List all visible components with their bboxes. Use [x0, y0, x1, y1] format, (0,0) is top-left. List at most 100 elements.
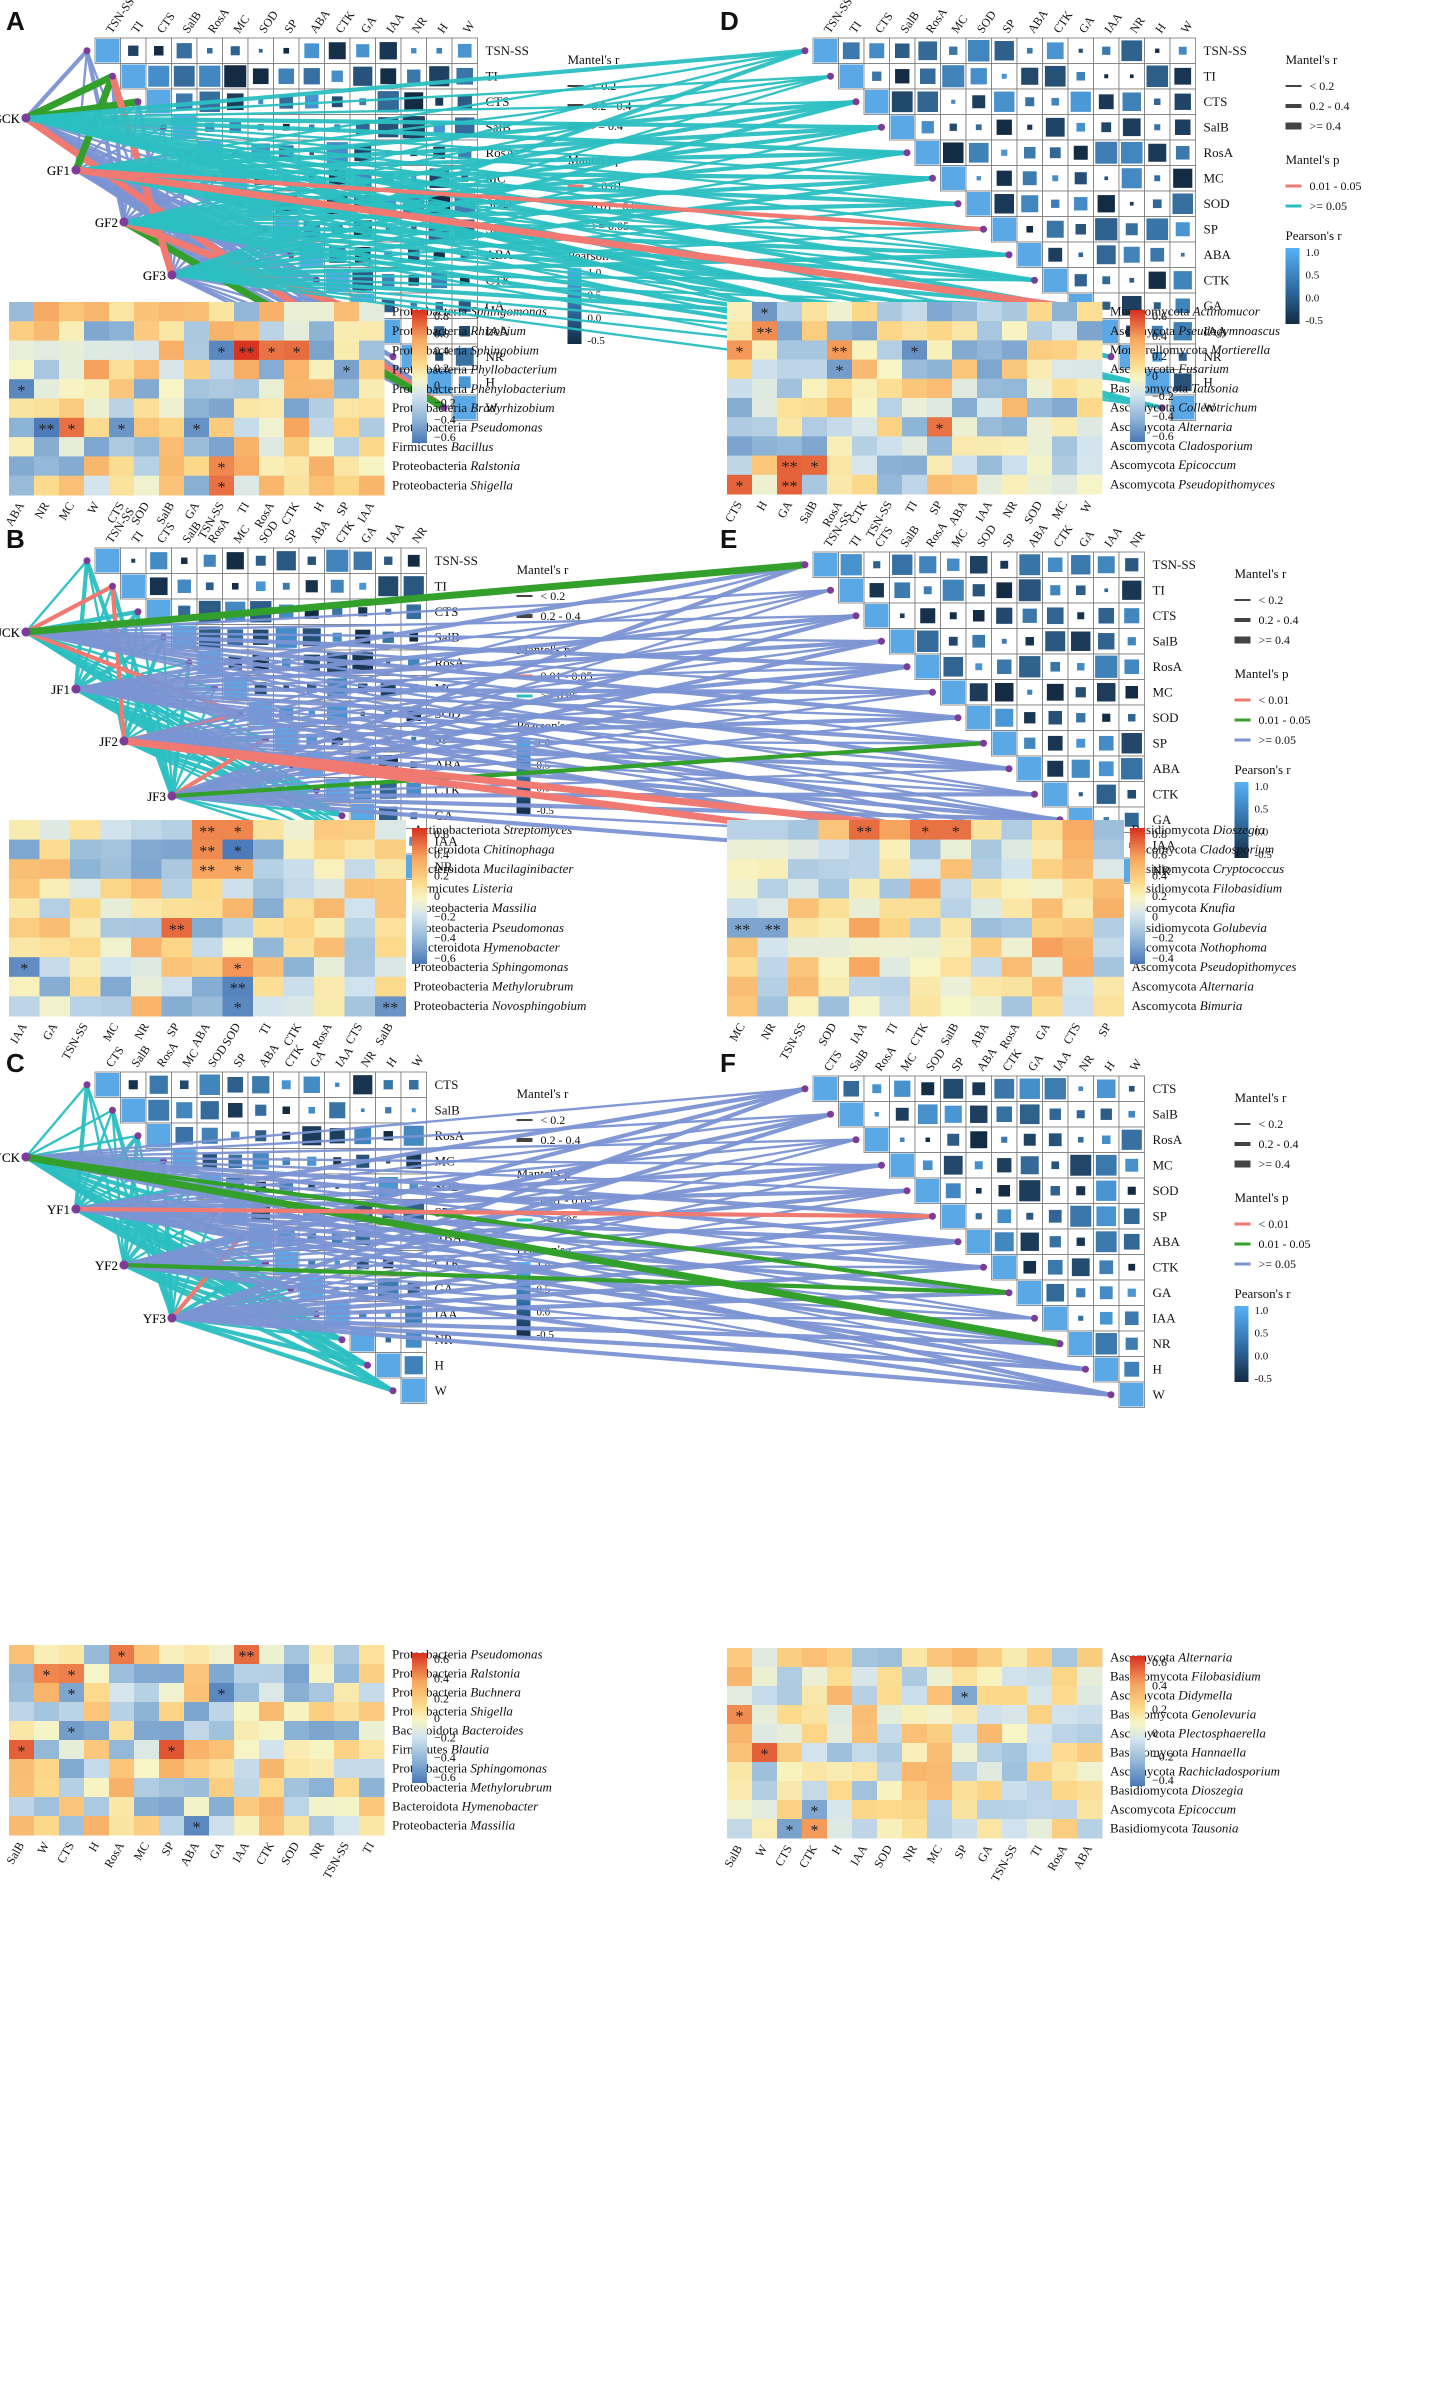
heatmap-cell: [234, 1664, 260, 1684]
heatmap-cell: [309, 340, 335, 361]
heatmap-cell: [1027, 321, 1053, 341]
correlation-square: [839, 578, 863, 602]
heatmap-cell: [1077, 398, 1103, 418]
correlation-square: [255, 555, 266, 566]
column-label: H: [1101, 1058, 1118, 1073]
heatmap-cell: [802, 340, 828, 361]
row-label: TSN-SS: [1204, 43, 1247, 58]
heatmap-cell: [109, 437, 135, 457]
heatmap-cell: [977, 1667, 1003, 1687]
correlation-square: [951, 99, 956, 104]
heatmap-cell: [334, 1759, 360, 1779]
heatmap-cell: [109, 398, 135, 419]
correlation-square: [1125, 223, 1138, 236]
mantel-edge: [123, 563, 806, 743]
variable-node: [109, 72, 116, 80]
correlation-square: [921, 121, 934, 134]
heatmap-cell: [971, 937, 1002, 958]
correlation-square: [1076, 1288, 1086, 1298]
heatmap-cell: [777, 359, 803, 380]
mantel-edge: [25, 630, 882, 643]
heatmap-cell: [877, 1667, 903, 1687]
genus-name: Shigella: [470, 1704, 513, 1719]
genus-name: Pseudogymnoascus: [1177, 323, 1280, 338]
correlation-square: [383, 1131, 393, 1141]
heatmap-cell: [727, 878, 758, 899]
genus-name: Hymenobacter: [482, 939, 560, 954]
heatmap-cell: [827, 398, 853, 418]
heatmap-cell: [971, 898, 1002, 919]
correlation-square: [1096, 1079, 1116, 1099]
heatmap-cell: [752, 1762, 778, 1782]
mantel-edge: [171, 1315, 1061, 1346]
correlation-square: [1100, 1108, 1112, 1120]
heatmap-row-label: Ascomycota Nothophoma: [1132, 939, 1268, 954]
heat-tick: 0.2: [434, 1691, 449, 1705]
correlation-square: [916, 1179, 940, 1203]
correlation-square: [1024, 712, 1036, 724]
heatmap-cell: [9, 1759, 35, 1779]
heatmap-cell: [752, 1686, 778, 1706]
mantel-r-title: Mantel's r: [517, 562, 569, 577]
variable-node: [827, 72, 834, 80]
matrix-cell: [451, 318, 478, 345]
sample-node-label: GCK: [0, 111, 21, 126]
phylum-name: Proteobacteria: [392, 362, 470, 377]
heatmap-cell: [334, 1740, 360, 1760]
heatmap-row-label: Firmicutes Blautia: [392, 1742, 490, 1757]
heatmap-cell: [59, 321, 85, 342]
correlation-square: [1171, 396, 1195, 420]
heatmap-cell: [902, 359, 928, 380]
heatmap-cell: [1093, 918, 1124, 939]
heat-tick: −0.4: [1152, 1773, 1174, 1787]
panel-label: E: [720, 524, 737, 554]
correlation-square: [995, 708, 1014, 727]
heatmap-cell: [952, 1648, 978, 1668]
heatmap-cell: [952, 1724, 978, 1744]
sample-node-label: GCK: [0, 111, 21, 126]
heatmap-row-label: Ascomycota Fusarium: [1110, 361, 1229, 376]
correlation-square: [1148, 271, 1166, 289]
heatmap-cell: [134, 475, 160, 496]
heatmap-cell: [84, 302, 110, 322]
heatmap-cell: [375, 859, 406, 880]
mantel-edge-significant: [25, 1153, 1061, 1348]
correlation-square: [1121, 758, 1143, 780]
correlation-square: [1046, 683, 1064, 701]
heatmap-cell: [314, 839, 345, 860]
correlation-square: [1070, 1154, 1092, 1176]
heatmap-cell: [9, 1721, 35, 1741]
variable-node: [929, 174, 936, 182]
heatmap-cell: [100, 996, 132, 1017]
heatmap-cell: [59, 379, 85, 399]
heatmap-cell: [234, 417, 260, 438]
heatmap-row-label: Ascomycota Knufia: [1132, 900, 1236, 915]
correlation-square: [1000, 560, 1009, 569]
correlation-square: [435, 97, 444, 106]
correlation-square: [1047, 735, 1063, 751]
column-label: GA: [1025, 1051, 1047, 1074]
heatmap-cell: [9, 1797, 35, 1817]
significance-mark: *: [218, 460, 226, 477]
heatmap-cell: [827, 455, 853, 476]
heatmap-cell: [359, 475, 385, 496]
heatmap-cell: [727, 398, 753, 418]
heatmap-column-label: SP: [158, 1839, 177, 1858]
pearson-tick: 0.5: [1255, 804, 1269, 816]
heatmap-cell: [818, 878, 850, 899]
correlation-square: [1051, 1161, 1060, 1170]
heatmap-cell: [134, 340, 160, 361]
heatmap-cell: [802, 1781, 828, 1801]
heatmap-cell: [34, 1664, 60, 1684]
heatmap-column-label: MC: [924, 1843, 945, 1866]
significance-mark: *: [118, 1649, 126, 1666]
row-label: NR: [1153, 863, 1171, 878]
correlation-square: [1076, 1237, 1085, 1246]
column-label: RosA: [154, 1039, 181, 1070]
mantel-edge: [171, 1315, 1086, 1372]
correlation-square: [1124, 659, 1140, 675]
heatmap-cell: [757, 898, 789, 919]
heatmap-cell: [209, 379, 235, 399]
matrix-cell: [171, 573, 198, 600]
heatmap-cell: [309, 379, 335, 399]
